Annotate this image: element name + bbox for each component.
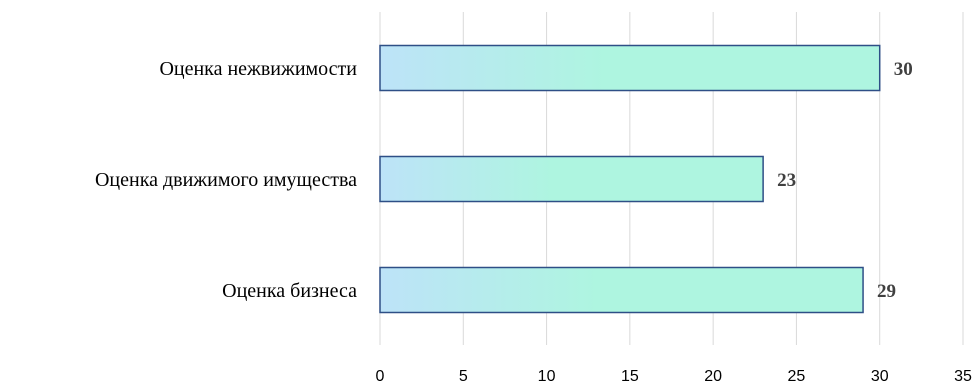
category-label: Оценка бизнеса <box>222 280 357 302</box>
bars <box>379 44 881 314</box>
x-tick-label: 15 <box>621 368 639 385</box>
bar <box>379 155 764 203</box>
x-tick-label: 10 <box>538 368 556 385</box>
data-labels: 30 23 29 <box>777 59 913 302</box>
bar <box>379 44 881 92</box>
x-axis-tick-labels: 0 5 10 15 20 25 30 35 <box>376 368 972 385</box>
data-label: 29 <box>877 281 896 302</box>
x-tick-label: 30 <box>871 368 889 385</box>
x-tick-label: 25 <box>788 368 806 385</box>
category-labels: Оценка нежвижимости Оценка движимого имущ… <box>95 58 357 302</box>
x-tick-label: 0 <box>376 368 385 385</box>
x-tick-label: 5 <box>459 368 468 385</box>
category-label: Оценка движимого имущества <box>95 169 357 191</box>
bar <box>379 266 864 314</box>
data-label: 30 <box>894 59 913 80</box>
data-label: 23 <box>777 170 796 191</box>
x-tick-label: 20 <box>704 368 722 385</box>
category-label: Оценка нежвижимости <box>159 58 357 80</box>
x-tick-label: 35 <box>954 368 972 385</box>
